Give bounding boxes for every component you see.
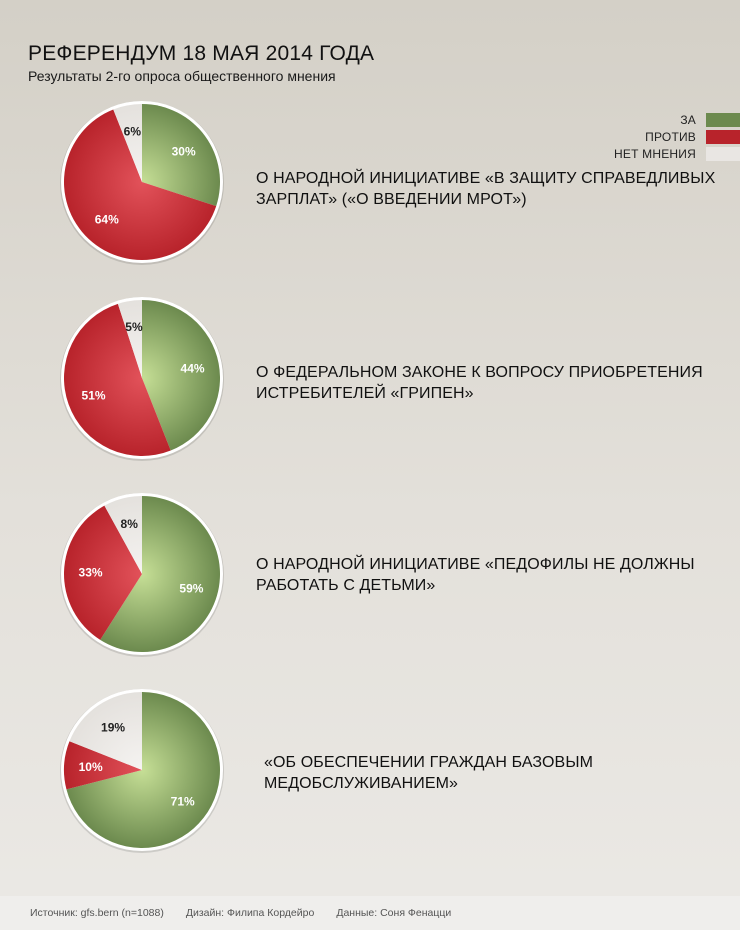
pie-4-slice-za: [66, 692, 221, 848]
legend-swatch-protiv: [706, 130, 740, 144]
pie-chart-4: 71% 10% 19%: [60, 688, 224, 853]
pie-3-label-za: 59%: [179, 581, 203, 595]
question-2: О ФЕДЕРАЛЬНОМ ЗАКОНЕ К ВОПРОСУ ПРИОБРЕТЕ…: [256, 364, 703, 402]
chart-title: РЕФЕРЕНДУМ 18 МАЯ 2014 ГОДА: [28, 42, 375, 65]
question-4: «ОБ ОБЕСПЕЧЕНИИ ГРАЖДАН БАЗОВЫМ МЕДОБСЛУ…: [264, 754, 594, 792]
question-1: О НАРОДНОЙ ИНИЦИАТИВЕ «В ЗАЩИТУ СПРАВЕДЛ…: [256, 170, 716, 208]
pie-2-label-no-opinion: 5%: [125, 320, 143, 334]
pie-3-slice-za: [100, 496, 221, 652]
pie-4-slice-no-opinion: [69, 692, 142, 770]
pie-2-slice-no-opinion: [117, 300, 142, 378]
pie-4-label-no-opinion: 19%: [101, 720, 125, 734]
footer-data: Данные: Соня Фенацци: [336, 907, 452, 919]
legend: ЗА ПРОТИВ НЕТ МНЕНИЯ: [614, 112, 740, 163]
footer-source: Источник: gfs.bern (n=1088): [30, 907, 164, 919]
legend-label-za: ЗА: [680, 113, 696, 127]
legend-swatch-no-opinion: [706, 147, 740, 161]
legend-item-no-opinion: НЕТ МНЕНИЯ: [614, 146, 740, 162]
footer: Источник: gfs.bern (n=1088) Дизайн: Фили…: [0, 896, 740, 930]
pie-3-slice-protiv: [63, 505, 142, 640]
pie-chart-3: 59% 33% 8%: [60, 492, 224, 657]
legend-swatch-za: [706, 113, 740, 127]
pie-2-slice-protiv: [64, 303, 171, 456]
pie-1-slice-za: [142, 104, 220, 207]
pie-2-svg: 44% 51% 5%: [60, 297, 224, 461]
pie-1-svg: 30% 64% 6%: [60, 101, 224, 265]
legend-item-za: ЗА: [614, 112, 740, 128]
pie-2-label-za: 44%: [181, 361, 205, 375]
pie-4-slice-protiv: [64, 741, 142, 790]
chart-subtitle: Результаты 2-го опроса общественного мне…: [28, 68, 336, 84]
pie-2-label-protiv: 51%: [82, 388, 106, 402]
pie-4-svg: 71% 10% 19%: [60, 689, 224, 853]
footer-design: Дизайн: Филипа Кордейро: [185, 907, 315, 919]
pie-4-label-za: 71%: [171, 795, 195, 809]
pie-1-label-protiv: 64%: [95, 213, 119, 227]
legend-label-protiv: ПРОТИВ: [645, 130, 696, 144]
pie-1-label-no-opinion: 6%: [124, 124, 142, 138]
pie-1-slice-protiv: [64, 109, 217, 260]
pie-3-slice-no-opinion: [104, 496, 142, 574]
pie-3-svg: 59% 33% 8%: [60, 493, 224, 657]
pie-3-label-no-opinion: 8%: [121, 517, 139, 531]
legend-label-no-opinion: НЕТ МНЕНИЯ: [614, 147, 696, 161]
question-3: О НАРОДНОЙ ИНИЦИАТИВЕ «ПЕДОФИЛЫ НЕ ДОЛЖН…: [256, 556, 695, 594]
pie-1-label-za: 30%: [172, 145, 196, 159]
pie-chart-1: 30% 64% 6%: [60, 100, 224, 265]
pie-2-slice-za: [142, 300, 221, 451]
pie-1-slice-no-opinion: [113, 104, 142, 182]
pie-3-label-protiv: 33%: [79, 565, 103, 579]
legend-item-protiv: ПРОТИВ: [614, 129, 740, 145]
pie-chart-2: 44% 51% 5%: [60, 296, 224, 461]
pie-4-label-protiv: 10%: [79, 760, 103, 774]
